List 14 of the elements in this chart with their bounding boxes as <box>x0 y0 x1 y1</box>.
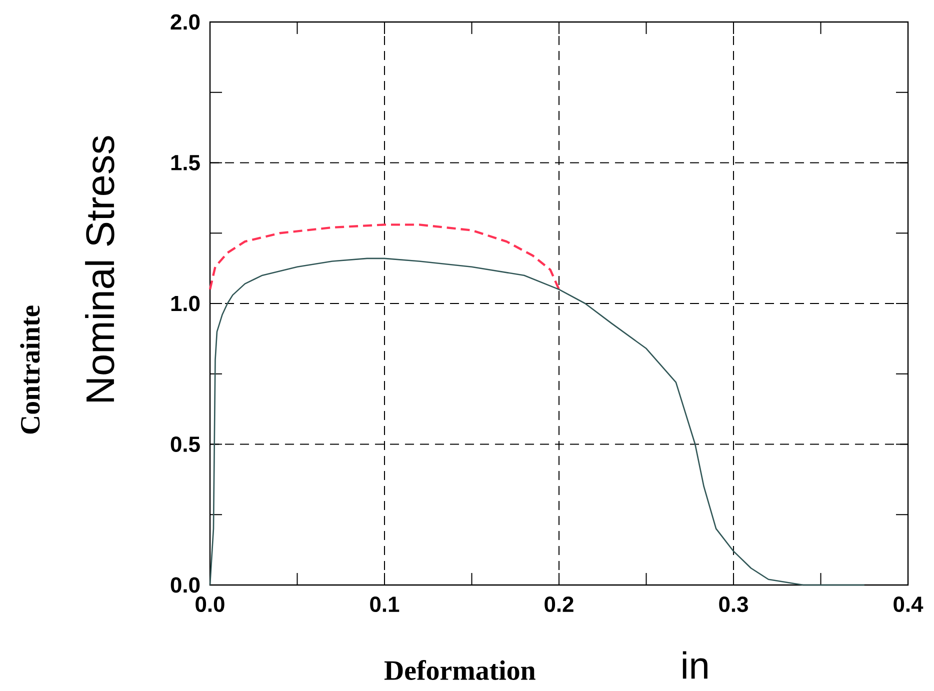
text: in <box>682 651 708 679</box>
x-tick-label: 0.4 <box>894 596 924 612</box>
y-tick-label: 2.0 <box>170 14 200 30</box>
x-tick-label: 0.3 <box>719 596 748 612</box>
x-axis-title: Deformation <box>384 660 536 680</box>
y-tick-label: 0.0 <box>170 577 200 593</box>
text: Nominal Stress <box>85 136 114 402</box>
y-tick-label: 1.5 <box>171 155 200 170</box>
y-tick-label: 1.0 <box>171 296 200 312</box>
y-tick-label: 0.5 <box>170 436 200 452</box>
x-tick-label: 0.1 <box>370 596 400 612</box>
x-tick-label: 0.2 <box>544 596 574 612</box>
y-axis-title: Contrainte <box>20 306 40 434</box>
x-tick-label: 0.0 <box>196 596 224 612</box>
